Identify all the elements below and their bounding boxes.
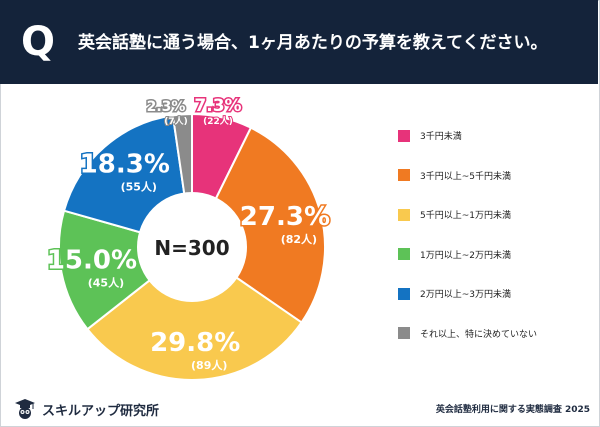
- legend: 3千円未満 3千円以上~5千円未満 5千円以上~1万円未満 1万円以上~2万円未満 2万…: [398, 129, 593, 367]
- legend-item-5: それ以上、特に決めていない: [398, 327, 593, 342]
- legend-item-2: 5千円以上~1万円未満: [398, 208, 593, 223]
- graduation-cap-owl-icon: [15, 399, 35, 419]
- legend-label: 3千円以上~5千円未満: [420, 171, 511, 182]
- legend-swatch: [398, 169, 410, 181]
- legend-item-4: 2万円以上~3万円未満: [398, 287, 593, 302]
- slice-count-label-3: (45人): [88, 276, 124, 290]
- legend-swatch: [398, 287, 410, 300]
- brand-logo: スキルアップ研究所: [14, 398, 159, 420]
- slice-percent-label-3: 15.0%: [47, 246, 137, 276]
- slice-count-label-4: (55人): [121, 179, 157, 193]
- slice-count-label-5: (7人): [164, 115, 188, 127]
- legend-swatch: [398, 129, 410, 142]
- slice-count-label-1: (82人): [281, 232, 317, 246]
- slice-percent-label-2: 29.8%: [150, 328, 240, 358]
- center-label: N=300: [154, 236, 229, 260]
- legend-label: 1万円以上~2万円未満: [420, 250, 511, 261]
- question-header: Q 英会話塾に通う場合、1ヶ月あたりの予算を教えてください。: [0, 0, 598, 84]
- q-badge: Q: [20, 19, 55, 65]
- slice-count-label-0: (22人): [203, 115, 233, 127]
- legend-swatch: [398, 248, 410, 260]
- slice-percent-label-0: 7.3%: [194, 96, 241, 116]
- slice-count-label-2: (89人): [191, 358, 227, 372]
- logo-text: スキルアップ研究所: [42, 403, 160, 419]
- donut-hole: [137, 192, 247, 302]
- source-note: 英会話塾利用に関する実態調査 2025: [435, 405, 590, 415]
- slice-2: [86, 245, 303, 381]
- legend-label: 3千円未満: [420, 132, 462, 142]
- slice-percent-label-5: 2.3%: [147, 99, 186, 115]
- legend-swatch: [398, 327, 410, 339]
- slice-1: [190, 126, 326, 324]
- slice-percent-label-4: 18.3%: [80, 149, 170, 179]
- legend-label: 5千円以上~1万円未満: [420, 211, 511, 221]
- donut-chart: N=300 7.3%(22人) 27.3%(82人) 29.8%(89人) 15.0%…: [45, 95, 332, 381]
- legend-label: 2万円以上~3万円未満: [420, 290, 511, 300]
- legend-item-0: 3千円未満: [398, 129, 593, 144]
- question-text: 英会話塾に通う場合、1ヶ月あたりの予算を教えてください。: [78, 33, 548, 53]
- legend-label: それ以上、特に決めていない: [420, 329, 538, 340]
- legend-item-3: 1万円以上~2万円未満: [398, 248, 593, 263]
- legend-swatch: [398, 208, 410, 221]
- legend-item-1: 3千円以上~5千円未満: [398, 169, 593, 184]
- slice-percent-label-1: 27.3%: [240, 202, 330, 232]
